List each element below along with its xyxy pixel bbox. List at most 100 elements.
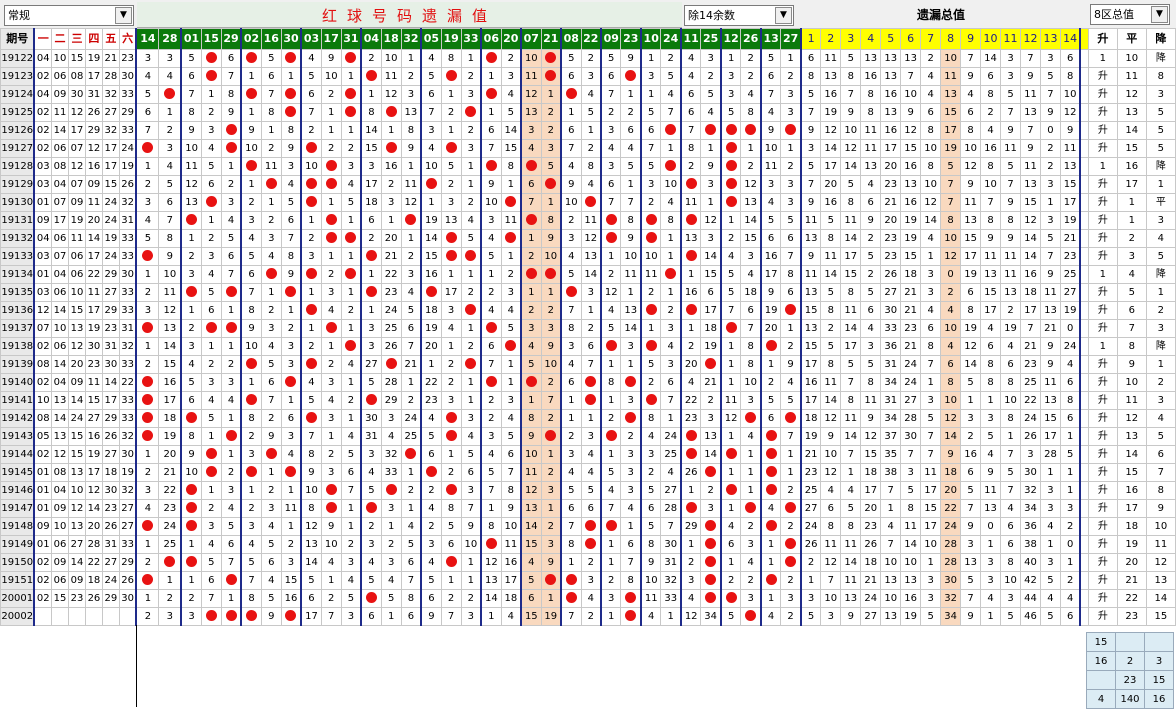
ball-cell: 1 — [280, 67, 303, 86]
ball-cell: 2 — [400, 67, 423, 86]
missing-cell: 11 — [900, 517, 922, 536]
ball-cell: 6 — [760, 409, 782, 428]
ball-header: 16 — [260, 28, 282, 50]
ball-cell: 14 — [740, 211, 762, 230]
ball-cell: 19 — [760, 301, 782, 320]
ball-cell: 4 — [660, 85, 682, 104]
ball-cell: 1 — [620, 517, 642, 536]
ball-cell: 1 — [680, 319, 702, 338]
ball-cell: 5 — [260, 49, 282, 68]
missing-cell: 8 — [900, 499, 922, 518]
chevron-down-icon[interactable]: ▼ — [115, 7, 132, 24]
mode-select[interactable]: 常规 ▼ — [4, 5, 134, 26]
ball-cell: 1 — [680, 265, 702, 284]
table-row: 19123 02 06 08 17 28 30 4 4 6 7 1 6 1 5 10 1 11 2 5 2 1 3 11 6 3 6… — [0, 67, 1176, 86]
ball-cell — [620, 589, 642, 608]
ball-cell: 9 — [540, 229, 563, 248]
ball-cell: 1 — [440, 85, 462, 104]
ball-cell: 1 — [400, 229, 423, 248]
ball-cell: 5 — [260, 589, 282, 608]
ball-cell: 2 — [180, 319, 202, 338]
hit-ball-icon — [725, 160, 737, 171]
ball-cell: 10 — [520, 49, 542, 68]
ball-cell: 9 — [420, 607, 442, 626]
missing-cell: 8 — [980, 85, 1002, 104]
trend-cell: 升 — [1087, 85, 1118, 104]
ball-cell — [240, 463, 262, 482]
hit-ball-icon — [345, 106, 357, 117]
missing-cell: 4 — [1000, 499, 1021, 518]
missing-cell: 3 — [920, 265, 942, 284]
ball-cell: 11 — [400, 175, 423, 194]
ball-cell — [380, 355, 402, 374]
ball-cell: 4 — [560, 355, 582, 374]
ball-cell — [760, 445, 782, 464]
missing-cell: 4 — [940, 301, 962, 320]
ball-cell: 33 — [660, 589, 682, 608]
ball-cell: 2 — [540, 517, 563, 536]
ball-cell: 8 — [280, 121, 303, 140]
summary-cell: 16 — [1086, 651, 1116, 671]
ball-cell: 1 — [460, 49, 483, 68]
zone-select[interactable]: 8区总值 ▼ — [1090, 4, 1170, 25]
ball-cell: 1 — [480, 499, 502, 518]
ball-cell — [780, 535, 802, 554]
draw-number: 02 — [33, 445, 52, 464]
chevron-down-icon[interactable]: ▼ — [775, 7, 792, 24]
missing-cell: 16 — [820, 193, 842, 212]
ball-cell: 2 — [340, 301, 363, 320]
ball-cell: 4 — [740, 427, 762, 446]
hit-ball-icon — [785, 556, 797, 567]
ball-cell — [520, 265, 542, 284]
draw-number: 26 — [118, 571, 138, 590]
ball-cell — [135, 319, 160, 338]
missing-cell: 25 — [1020, 373, 1041, 392]
draw-number: 17 — [101, 139, 120, 158]
ball-cell: 11 — [680, 193, 702, 212]
draw-number: 09 — [50, 553, 69, 572]
ball-cell — [260, 175, 282, 194]
ball-cell: 1 — [600, 607, 622, 626]
ball-cell: 1 — [440, 571, 462, 590]
ball-cell: 6 — [700, 283, 722, 302]
ball-cell: 8 — [740, 103, 762, 122]
ball-cell: 3 — [780, 85, 802, 104]
ball-cell: 2 — [740, 67, 762, 86]
ball-cell: 28 — [660, 499, 682, 518]
hit-ball-icon — [285, 376, 297, 387]
ball-cell: 3 — [260, 319, 282, 338]
trend-cell: 升 — [1087, 481, 1118, 500]
draw-number: 07 — [50, 193, 69, 212]
draw-number: 33 — [118, 535, 138, 554]
filter-select[interactable]: 除14余数 ▼ — [684, 5, 794, 26]
ball-cell: 5 — [420, 427, 442, 446]
ball-cell — [720, 193, 742, 212]
draw-number: 17 — [84, 247, 103, 266]
missing-cell: 17 — [800, 391, 822, 410]
ball-cell: 9 — [280, 265, 303, 284]
trend-cell: 升 — [1087, 571, 1118, 590]
ball-cell: 9 — [520, 427, 542, 446]
ball-cell — [135, 391, 160, 410]
ball-cell: 10 — [300, 481, 322, 500]
trend-cell: 17 — [1116, 499, 1147, 518]
missing-cell: 9 — [980, 463, 1002, 482]
ball-cell: 3 — [158, 49, 183, 68]
ball-cell: 3 — [180, 265, 202, 284]
missing-cell: 8 — [820, 517, 842, 536]
trend-cell: 3 — [1145, 211, 1176, 230]
draw-number: 15 — [67, 445, 86, 464]
hit-ball-icon — [265, 268, 277, 279]
draw-number: 07 — [33, 319, 52, 338]
table-row: 19144 02 12 15 19 27 30 1 20 9 1 3 4 8 2 5 3 32 6 1 5 4 6 10 1 3 4… — [0, 445, 1176, 464]
ball-cell — [360, 283, 382, 302]
missing-cell: 8 — [1000, 211, 1021, 230]
ball-cell — [158, 85, 183, 104]
ball-cell: 2 — [200, 103, 222, 122]
ball-cell: 3 — [360, 445, 382, 464]
ball-cell: 3 — [440, 301, 462, 320]
missing-cell: 12 — [860, 427, 882, 446]
ball-cell: 8 — [158, 229, 183, 248]
chevron-down-icon[interactable]: ▼ — [1151, 6, 1168, 23]
hit-ball-icon — [485, 322, 497, 333]
